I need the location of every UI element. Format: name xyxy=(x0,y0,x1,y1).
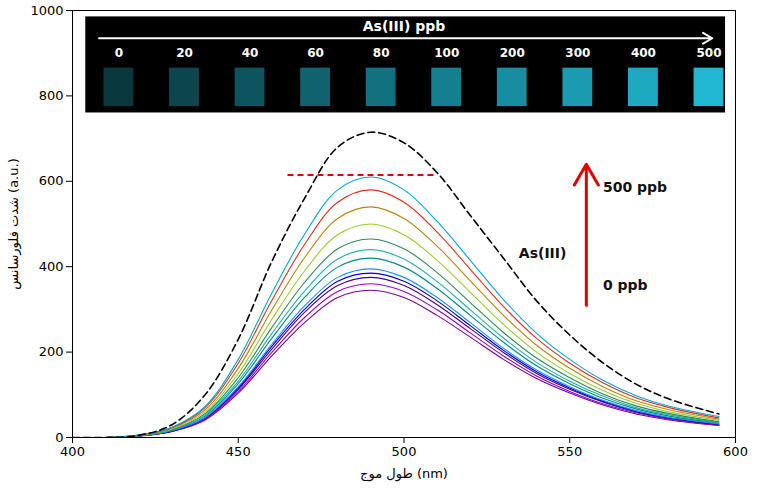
svg-text:550: 550 xyxy=(557,444,582,459)
svg-text:600: 600 xyxy=(39,173,64,188)
svg-text:As(III) ppb: As(III) ppb xyxy=(363,18,446,34)
svg-text:300: 300 xyxy=(565,46,590,60)
svg-text:20: 20 xyxy=(176,46,193,60)
svg-text:200: 200 xyxy=(39,344,64,359)
svg-text:80: 80 xyxy=(373,46,390,60)
svg-text:600: 600 xyxy=(723,444,748,459)
svg-text:1000: 1000 xyxy=(30,3,63,18)
svg-text:0 ppb: 0 ppb xyxy=(603,277,648,293)
svg-text:500 ppb: 500 ppb xyxy=(603,179,667,195)
svg-text:500: 500 xyxy=(696,46,721,60)
svg-text:100: 100 xyxy=(434,46,459,60)
svg-text:شدت فلورسانس (a.u.): شدت فلورسانس (a.u.) xyxy=(6,158,22,289)
svg-text:400: 400 xyxy=(631,46,656,60)
svg-text:400: 400 xyxy=(60,444,85,459)
svg-text:800: 800 xyxy=(39,88,64,103)
svg-text:0: 0 xyxy=(55,430,63,445)
svg-text:40: 40 xyxy=(242,46,259,60)
svg-text:200: 200 xyxy=(500,46,525,60)
svg-text:60: 60 xyxy=(307,46,324,60)
svg-text:طول موج (nm): طول موج (nm) xyxy=(360,466,448,482)
svg-text:450: 450 xyxy=(226,444,251,459)
svg-text:500: 500 xyxy=(392,444,417,459)
svg-text:400: 400 xyxy=(39,259,64,274)
svg-text:As(III): As(III) xyxy=(519,245,567,261)
svg-text:0: 0 xyxy=(115,46,123,60)
